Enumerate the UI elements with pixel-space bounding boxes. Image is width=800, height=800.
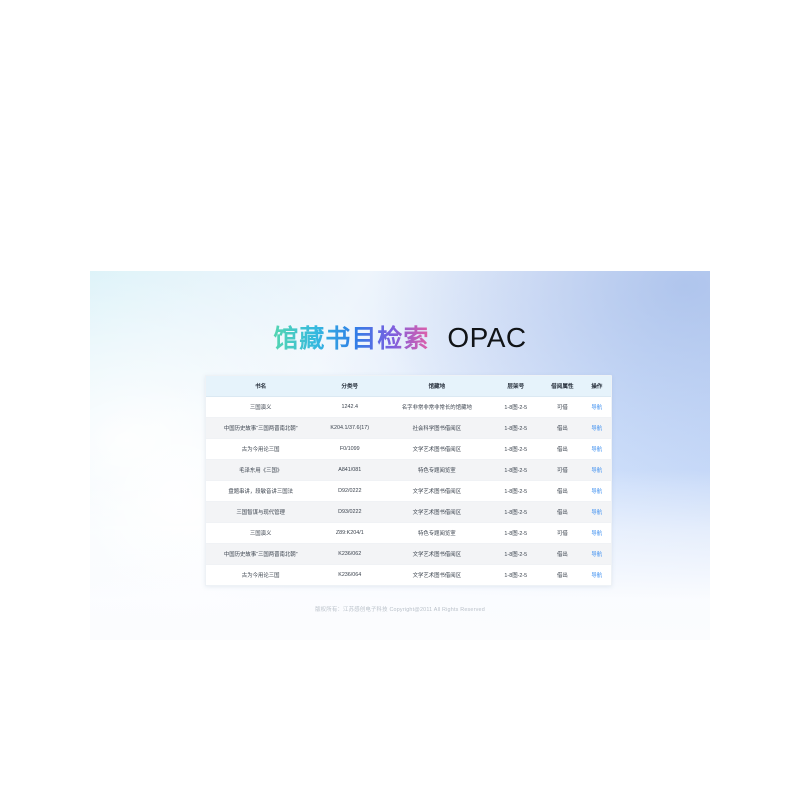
cell-class: 1242.4 [315, 396, 385, 418]
navigate-link[interactable]: 导航 [591, 489, 603, 495]
cell-action: 导航 [582, 438, 611, 460]
navigate-link[interactable]: 导航 [591, 405, 603, 411]
navigate-link[interactable]: 导航 [591, 573, 603, 579]
table-row: 盘题串讲，段敏音讲三国法 D92/0222 文学艺术图书借阅区 1-8图-2-5 借出 导… [206, 480, 611, 502]
navigate-link[interactable]: 导航 [591, 510, 603, 516]
cell-shelf: 1-8图-2-5 [489, 501, 543, 523]
cell-location: 文学艺术图书借阅区 [384, 501, 490, 523]
cell-attribute: 可借 [542, 522, 583, 544]
cell-shelf: 1-8图-2-5 [489, 564, 543, 585]
column-header-class: 分类号 [315, 376, 385, 397]
cell-location: 文学艺术图书借阅区 [384, 564, 490, 585]
table-row: 中国历史故事“三国两晋南北朝” K236/062 文学艺术图书借阅区 1-8图-2-5… [206, 543, 611, 565]
cell-action: 导航 [582, 543, 611, 565]
opac-page: 馆藏书目检索 OPAC 书名 分类号 [90, 271, 710, 640]
cell-title: 毛泽东用《三国》 [206, 459, 316, 481]
cell-attribute: 借出 [542, 543, 583, 565]
table-header: 书名 分类号 馆藏地 层架号 借阅属性 操作 [206, 376, 611, 397]
cell-class: K236/064 [315, 564, 385, 585]
cell-shelf: 1-8图-2-5 [489, 522, 543, 544]
table-row: 三国智谋与现代管理 D93/0222 文学艺术图书借阅区 1-8图-2-5 借出 导航 [206, 501, 611, 523]
footer-copyright: 版权所有：江苏感创电子科技 Copyright@2011 All Rights … [315, 607, 485, 613]
cell-title: 中国历史故事“三国两晋南北朝” [206, 543, 316, 565]
cell-attribute: 借出 [542, 501, 583, 523]
table-header-row: 书名 分类号 馆藏地 层架号 借阅属性 操作 [206, 376, 611, 397]
catalog-results-card: 书名 分类号 馆藏地 层架号 借阅属性 操作 三国演义 1242.4 名字非常非常非… [205, 375, 612, 586]
cell-attribute: 可借 [542, 459, 583, 481]
column-header-action: 操作 [582, 376, 611, 397]
navigate-link[interactable]: 导航 [591, 447, 603, 453]
page-title-cn: 馆藏书目检索 [273, 325, 430, 353]
cell-title: 盘题串讲，段敏音讲三国法 [206, 480, 316, 502]
cell-action: 导航 [582, 501, 611, 523]
cell-class: K204.1/37.6(17) [315, 417, 385, 439]
cell-shelf: 1-8图-2-5 [489, 417, 543, 439]
cell-location: 文学艺术图书借阅区 [384, 543, 490, 565]
cell-location: 文学艺术图书借阅区 [384, 480, 490, 502]
cell-title: 中国历史故事“三国两晋南北朝” [206, 417, 316, 439]
navigate-link[interactable]: 导航 [591, 468, 603, 474]
cell-class: D93/0222 [315, 501, 385, 523]
table-row: 三国演义 Z89:K204/1 特色专题阅览室 1-8图-2-5 可借 导航 [206, 522, 611, 544]
table-row: 毛泽东用《三国》 A841/081 特色专题阅览室 1-8图-2-5 可借 导航 [206, 459, 611, 481]
cell-attribute: 借出 [542, 438, 583, 460]
cell-location: 名字非常非常非常长的馆藏地 [384, 396, 490, 418]
page-title: 馆藏书目检索 OPAC [90, 319, 710, 355]
cell-class: Z89:K204/1 [315, 522, 385, 544]
cell-attribute: 借出 [542, 480, 583, 502]
cell-class: A841/081 [315, 459, 385, 481]
cell-attribute: 可借 [542, 396, 583, 418]
cell-action: 导航 [582, 459, 611, 481]
navigate-link[interactable]: 导航 [591, 531, 603, 537]
cell-shelf: 1-8图-2-5 [489, 438, 543, 460]
page-title-en: OPAC [447, 322, 527, 353]
table-row: 中国历史故事“三国两晋南北朝” K204.1/37.6(17) 社会科学图书借阅区 1… [206, 417, 611, 439]
cell-location: 特色专题阅览室 [384, 459, 490, 481]
cell-title: 三国演义 [206, 522, 316, 544]
cell-action: 导航 [582, 522, 611, 544]
cell-shelf: 1-8图-2-5 [489, 480, 543, 502]
cell-action: 导航 [582, 564, 611, 585]
column-header-location: 馆藏地 [384, 376, 490, 397]
navigate-link[interactable]: 导航 [591, 426, 603, 432]
cell-location: 特色专题阅览室 [384, 522, 490, 544]
table-body: 三国演义 1242.4 名字非常非常非常长的馆藏地 1-8图-2-5 可借 导航 中国历史故… [206, 396, 611, 585]
cell-title: 古为今用论三国 [206, 438, 316, 460]
cell-shelf: 1-8图-2-5 [489, 543, 543, 565]
cell-title: 古为今用论三国 [206, 564, 316, 585]
table-row: 古为今用论三国 F0/1099 文学艺术图书借阅区 1-8图-2-5 借出 导航 [206, 438, 611, 460]
page-content: 馆藏书目检索 OPAC 书名 分类号 [90, 271, 710, 640]
cell-title: 三国智谋与现代管理 [206, 501, 316, 523]
table-row: 三国演义 1242.4 名字非常非常非常长的馆藏地 1-8图-2-5 可借 导航 [206, 396, 611, 418]
cell-location: 文学艺术图书借阅区 [384, 438, 490, 460]
cell-attribute: 借出 [542, 417, 583, 439]
cell-class: D92/0222 [315, 480, 385, 502]
table-row: 古为今用论三国 K236/064 文学艺术图书借阅区 1-8图-2-5 借出 导航 [206, 564, 611, 585]
column-header-attribute: 借阅属性 [542, 376, 583, 397]
cell-action: 导航 [582, 480, 611, 502]
cell-action: 导航 [582, 417, 611, 439]
catalog-results-table: 书名 分类号 馆藏地 层架号 借阅属性 操作 三国演义 1242.4 名字非常非常非… [206, 376, 611, 585]
cell-title: 三国演义 [206, 396, 316, 418]
cell-shelf: 1-8图-2-5 [489, 396, 543, 418]
cell-class: F0/1099 [315, 438, 385, 460]
cell-class: K236/062 [315, 543, 385, 565]
cell-action: 导航 [582, 396, 611, 418]
column-header-shelf: 层架号 [489, 376, 543, 397]
column-header-title: 书名 [206, 376, 316, 397]
navigate-link[interactable]: 导航 [591, 552, 603, 558]
cell-location: 社会科学图书借阅区 [384, 417, 490, 439]
cell-attribute: 借出 [542, 564, 583, 585]
cell-shelf: 1-8图-2-5 [489, 459, 543, 481]
